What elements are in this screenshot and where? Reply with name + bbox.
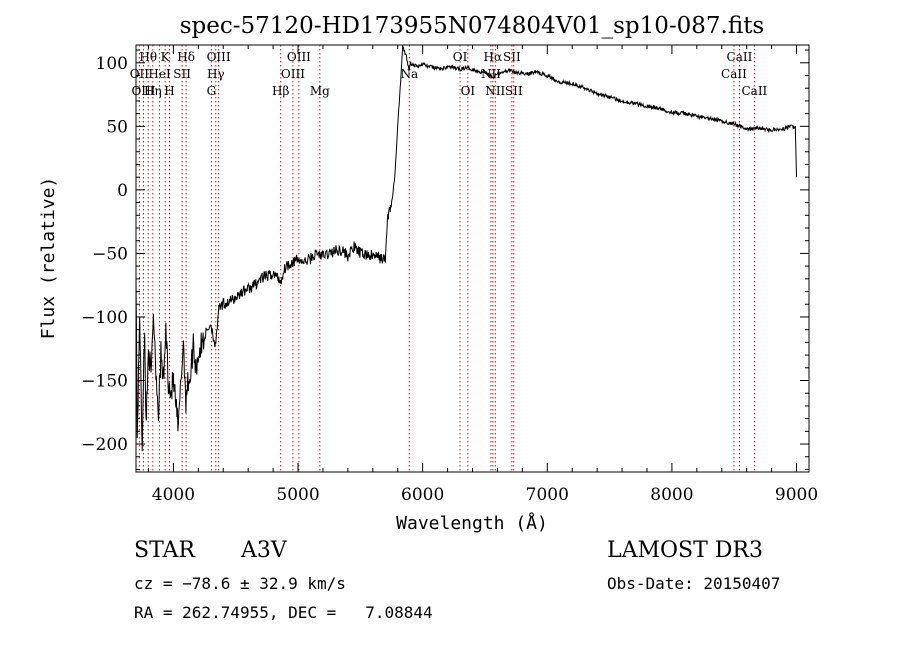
line-marker-label-14: Hβ: [272, 84, 289, 98]
line-marker-label-21: NII: [481, 67, 501, 81]
coordinates: RA = 262.74955, DEC = 7.08844: [134, 603, 433, 622]
line-marker-label-5: Hη: [144, 84, 162, 98]
object-subclass: A3V: [241, 538, 287, 563]
series-line-0: [135, 45, 797, 452]
line-marker-label-11: G: [207, 84, 217, 98]
line-marker-label-3: K: [161, 50, 171, 64]
y-tick-label-3: −50: [92, 244, 128, 264]
line-marker-label-13: OIII: [281, 67, 305, 81]
line-marker-label-22: NII: [485, 84, 505, 98]
y-tick-label-6: 100: [96, 54, 128, 74]
line-marker-label-19: Hα: [484, 50, 503, 64]
line-marker-label-15: Mg: [310, 84, 330, 98]
line-marker-label-12: OIII: [287, 50, 311, 64]
observation-date: Obs-Date: 20150407: [607, 574, 781, 593]
y-tick-label-0: −200: [81, 435, 128, 455]
line-marker-label-8: Hδ: [177, 50, 195, 64]
line-marker-label-26: CaII: [741, 84, 767, 98]
y-axis-label: Flux (relative): [38, 177, 59, 340]
x-tick-label-4: 8000: [650, 485, 693, 505]
line-marker-label-20: SII: [503, 50, 521, 64]
survey-name: LAMOST DR3: [607, 538, 763, 563]
y-tick-label-4: 0: [117, 181, 128, 201]
line-marker-label-4: HeI: [148, 67, 171, 81]
line-marker-label-2: OIII: [131, 84, 155, 98]
line-marker-label-1: OII: [130, 67, 150, 81]
y-tick-label-1: −150: [81, 372, 128, 392]
line-marker-label-9: OIII: [207, 50, 231, 64]
redshift-velocity: cz = −78.6 ± 32.9 km/s: [134, 574, 346, 593]
y-tick-label-2: −100: [81, 308, 128, 328]
x-tick-label-1: 5000: [276, 485, 319, 505]
x-tick-label-5: 9000: [775, 485, 818, 505]
x-tick-label-3: 7000: [526, 485, 569, 505]
axes: [135, 44, 810, 473]
line-marker-label-18: OI: [461, 84, 476, 98]
line-marker-label-7: H: [164, 84, 174, 98]
chart-title: spec-57120-HD173955N074804V01_sp10-087.f…: [180, 13, 765, 39]
line-marker-label-0: Hθ: [139, 50, 157, 64]
spectral-line-markers: Hθ OII OIII K HeI Hη SII H Hδ OIII Hγ G OIII OIII Hβ Mg…: [130, 45, 768, 472]
x-axis-label: Wavelength (Å): [396, 512, 548, 534]
line-marker-label-24: CaII: [727, 50, 753, 64]
series-layer: [135, 45, 797, 452]
line-marker-label-6: SII: [173, 67, 191, 81]
line-marker-label-10: Hγ: [207, 67, 225, 81]
line-marker-label-25: CaII: [721, 67, 747, 81]
object-class: STAR: [134, 538, 195, 563]
y-tick-label-5: 50: [106, 117, 128, 137]
line-marker-label-16: Na: [400, 67, 418, 81]
x-tick-label-2: 6000: [401, 485, 444, 505]
line-marker-label-23: SII: [505, 84, 523, 98]
line-marker-label-17: OI: [453, 50, 468, 64]
axis-ticks: 4000 5000 6000 7000 8000 9000 −200 −150 −100 −50 0…: [81, 45, 818, 505]
x-tick-label-0: 4000: [152, 485, 195, 505]
plot-frame: [135, 44, 810, 473]
